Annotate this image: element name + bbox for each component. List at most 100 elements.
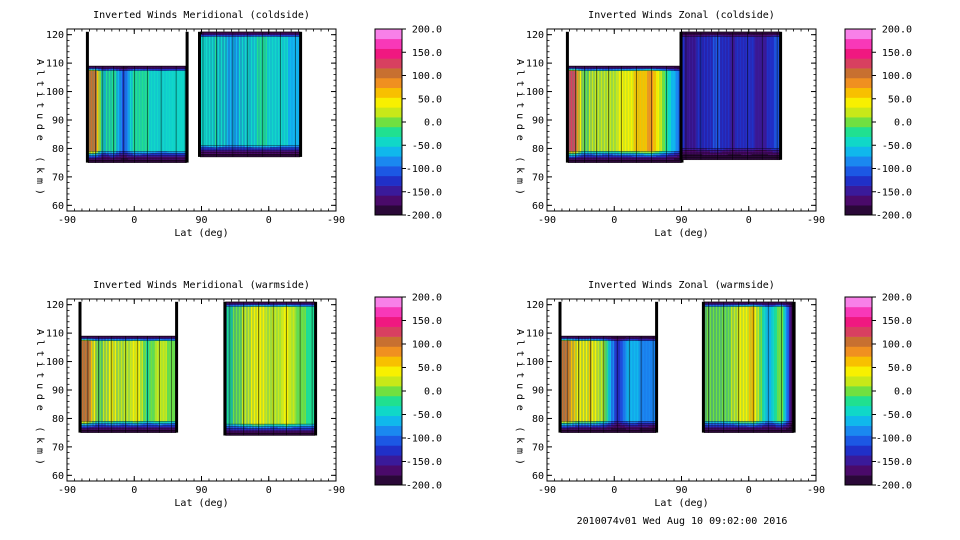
contour-cell — [165, 71, 168, 152]
contour-cell — [748, 36, 751, 149]
colorbar-label: 0.0 — [424, 118, 442, 129]
colorbar-band — [845, 68, 872, 79]
contour-cell — [170, 341, 173, 422]
colorbar-label: 150.0 — [882, 48, 912, 59]
colorbar-label: 50.0 — [418, 363, 442, 374]
contour-cell — [668, 71, 670, 152]
contour-cell — [575, 341, 578, 422]
contour-cell — [104, 71, 107, 152]
colorbar-label: 50.0 — [418, 94, 442, 105]
colorbar-band — [375, 48, 402, 59]
contour-cell — [606, 71, 609, 152]
contour-cell — [639, 341, 642, 422]
contour-cell — [690, 36, 693, 149]
contour-cell — [691, 36, 694, 149]
contour-cell — [730, 36, 733, 149]
contour-cell — [90, 341, 93, 422]
colorbar-band — [375, 415, 402, 426]
region-edge-right — [655, 301, 659, 433]
colorbar-band — [375, 195, 402, 206]
colorbar-label: 200.0 — [882, 25, 912, 36]
contour-cell — [229, 36, 232, 146]
colorbar-band — [845, 58, 872, 69]
y-tick-label: 110 — [526, 59, 544, 70]
contour-region — [223, 301, 318, 436]
contour-cell — [273, 306, 276, 425]
contour-cell — [566, 341, 569, 422]
contour-cell — [135, 71, 138, 152]
colorbar-band — [375, 465, 402, 476]
contour-cell — [688, 36, 691, 149]
region-edge-right — [175, 301, 179, 433]
colorbar-label: -50.0 — [412, 410, 442, 421]
colorbar-label: 0.0 — [424, 387, 442, 398]
y-tick-label: 110 — [46, 59, 64, 70]
x-tick-label: -90 — [327, 215, 345, 226]
contour-cell — [210, 36, 213, 146]
contour-cell — [264, 306, 267, 425]
contour-cell — [614, 341, 617, 422]
contour-cell — [665, 71, 667, 152]
contour-cell — [576, 71, 579, 152]
contour-cell — [294, 306, 297, 425]
contour-cell — [228, 36, 231, 146]
contour-field — [565, 31, 783, 163]
contour-cell — [769, 36, 772, 149]
contour-cell — [261, 36, 264, 146]
contour-cell — [95, 341, 98, 422]
contour-cell — [89, 341, 92, 422]
y-tick-label: 90 — [532, 116, 544, 127]
colorbar-band — [375, 146, 402, 157]
contour-cell — [706, 306, 709, 422]
contour-cell — [588, 71, 591, 152]
contour-cell — [627, 341, 630, 422]
contour-cell — [249, 306, 252, 425]
contour-cell — [259, 306, 262, 425]
contour-cell — [146, 71, 149, 152]
contour-cell — [638, 341, 641, 422]
colorbar-band — [375, 455, 402, 466]
x-tick-label: 0 — [131, 485, 137, 496]
region-edge-left — [565, 31, 569, 163]
chart-panel-3: 60 70 80 90 100 110 120 -90 0 90 0 -90 Inverted Wind… — [34, 280, 442, 509]
contour-cell — [739, 36, 742, 149]
colorbar-band — [375, 156, 402, 167]
contour-cell — [155, 341, 158, 422]
contour-cell — [262, 306, 265, 425]
contour-cell — [167, 71, 170, 152]
contour-cell — [602, 71, 605, 152]
region-edge-right — [299, 31, 303, 157]
contour-cell — [603, 71, 606, 152]
colorbar-band — [845, 87, 872, 98]
contour-cell — [706, 36, 709, 149]
contour-field — [85, 31, 303, 163]
colorbar-band — [375, 395, 402, 407]
y-tick-label: 90 — [52, 386, 64, 397]
contour-cell — [754, 36, 757, 149]
contour-cell — [241, 306, 244, 425]
contour-cell — [108, 341, 111, 422]
contour-cell — [573, 71, 576, 152]
contour-cell — [759, 36, 762, 149]
x-tick-label: -90 — [807, 215, 825, 226]
contour-region — [679, 31, 783, 161]
contour-cell — [700, 36, 703, 149]
colorbar-band — [845, 166, 872, 177]
contour-cell — [650, 71, 653, 152]
colorbar-band — [845, 185, 872, 196]
contour-cell — [147, 341, 150, 422]
contour-cell — [90, 71, 93, 152]
contour-cell — [240, 306, 243, 425]
y-axis-label: Altitude (km) — [34, 329, 45, 470]
contour-cell — [107, 341, 110, 422]
contour-cell — [762, 36, 765, 149]
contour-cell — [715, 36, 718, 149]
contour-cell — [660, 71, 663, 152]
contour-region — [558, 301, 659, 433]
contour-cell — [144, 71, 147, 152]
contour-cell — [599, 71, 602, 152]
contour-cell — [612, 341, 615, 422]
colorbar-band — [375, 326, 402, 337]
contour-cell — [641, 341, 644, 422]
